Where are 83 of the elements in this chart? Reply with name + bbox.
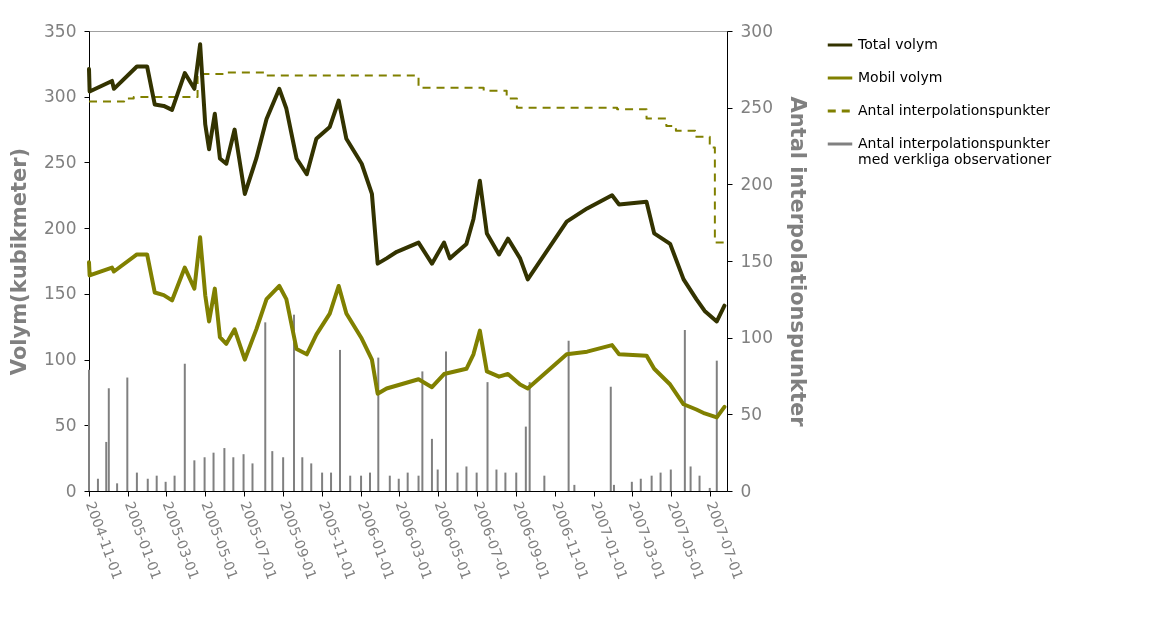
bar <box>430 438 433 491</box>
y2-tick-label: 0 <box>740 480 752 501</box>
bar <box>310 463 313 491</box>
y-tick-label: 0 <box>65 480 77 501</box>
bar <box>173 475 176 491</box>
bar <box>146 478 149 491</box>
bar <box>369 472 371 491</box>
bar <box>708 487 711 491</box>
bar <box>630 481 633 491</box>
y-tick-label: 250 <box>44 151 77 172</box>
line-series <box>87 42 727 324</box>
y2-tick-label: 50 <box>740 403 763 424</box>
bar <box>212 452 215 491</box>
bar <box>349 475 352 491</box>
bar <box>659 472 662 491</box>
bar <box>715 360 718 491</box>
bar <box>264 322 267 491</box>
bar <box>107 388 110 491</box>
bar <box>388 475 391 491</box>
bar <box>135 472 138 491</box>
bar <box>251 463 254 491</box>
bar <box>301 457 304 491</box>
bar <box>232 457 235 491</box>
line-series <box>87 235 727 420</box>
bar <box>543 475 546 491</box>
bar <box>126 377 129 491</box>
bar <box>360 475 363 491</box>
bar <box>338 349 341 491</box>
legend-label: Mobil volym <box>858 69 943 85</box>
bar <box>465 466 468 491</box>
y-tick-label: 300 <box>44 86 77 107</box>
bar <box>321 472 324 491</box>
y-tick-label: 350 <box>44 20 77 41</box>
y2-tick-label: 100 <box>740 327 773 348</box>
bar <box>515 472 518 491</box>
legend-label: Antal interpolationspunkter med verkliga observationer <box>858 135 1052 167</box>
bar <box>88 369 90 491</box>
bar <box>528 382 531 491</box>
bar <box>397 478 400 491</box>
bar <box>223 448 226 491</box>
y-tick-label: 200 <box>44 217 77 238</box>
bar <box>524 426 527 491</box>
bar <box>669 469 672 491</box>
y-axis-title: Volym(kubikmeter) <box>7 147 32 376</box>
y-tick-label: 150 <box>44 283 77 304</box>
bar <box>116 483 119 491</box>
bar <box>639 478 642 491</box>
bar <box>193 460 196 491</box>
y2-tick-label: 150 <box>740 250 773 271</box>
bar <box>567 340 570 491</box>
bar <box>689 466 692 491</box>
bar <box>456 472 459 491</box>
bar <box>282 457 285 491</box>
bar <box>164 481 167 491</box>
bar <box>183 363 186 491</box>
bar <box>271 451 274 491</box>
bar <box>242 454 245 491</box>
bar <box>445 351 447 491</box>
bar <box>421 371 424 491</box>
bar <box>504 472 507 491</box>
bar <box>377 357 380 491</box>
y-tick-label: 100 <box>44 349 77 370</box>
bar <box>96 478 99 491</box>
legend-label: Total volym <box>857 36 938 52</box>
y2-tick-label: 250 <box>740 97 773 118</box>
bar <box>698 475 701 491</box>
bar <box>495 469 498 491</box>
y2-tick-label: 300 <box>740 20 773 41</box>
bar <box>683 330 686 491</box>
bar <box>436 469 439 491</box>
bar <box>609 386 612 491</box>
bar <box>475 472 478 491</box>
bar <box>155 475 158 491</box>
y-tick-label: 50 <box>54 414 77 435</box>
legend-label: Antal interpolationspunkter <box>858 102 1051 118</box>
y2-tick-label: 200 <box>740 173 773 194</box>
bar <box>406 472 409 491</box>
bar <box>650 475 653 491</box>
bar <box>330 472 333 491</box>
bar <box>203 457 206 491</box>
y2-axis-title: Antal interpolationspunkter <box>785 96 810 428</box>
bar <box>573 484 576 491</box>
bar <box>486 382 489 491</box>
